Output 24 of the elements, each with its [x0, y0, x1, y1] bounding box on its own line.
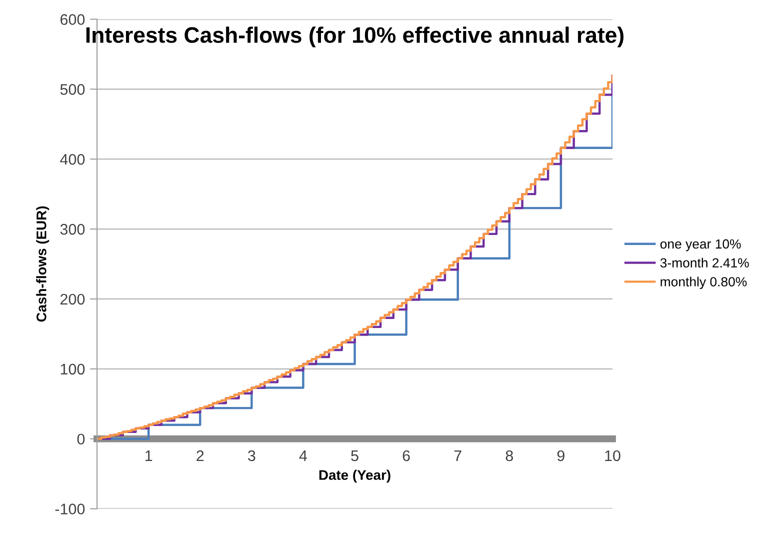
y-tick-label: 600	[60, 14, 85, 25]
chart-title: Interests Cash-flows (for 10% effective annual rate)	[86, 26, 624, 48]
y-axis-title: Cash-flows (EUR)	[36, 206, 50, 322]
x-tick-label: 5	[351, 450, 358, 462]
legend-label: monthly 0.80%	[660, 276, 747, 290]
x-tick-label: 6	[402, 450, 410, 462]
x-tick-label: 3	[248, 450, 256, 462]
y-tick-label: 0	[77, 434, 85, 445]
y-tick-label: 100	[60, 364, 85, 375]
y-tick-label: 400	[60, 154, 85, 165]
x-tick-label: 2	[196, 450, 204, 462]
x-tick-label: 4	[299, 450, 307, 462]
x-tick-label: 7	[454, 450, 462, 462]
y-tick-label: -100	[55, 504, 85, 514]
x-tick-label: 1	[145, 450, 152, 462]
legend-label: one year 10%	[660, 239, 741, 252]
x-tick-label: 9	[557, 450, 564, 462]
x-axis-title: Date (Year)	[319, 470, 390, 483]
legend-label: 3-month 2.41%	[660, 258, 749, 268]
x-tick-label: 8	[506, 450, 513, 462]
y-tick-label: 200	[60, 294, 85, 305]
y-tick-label: 500	[60, 84, 85, 95]
x-tick-label: 10	[605, 450, 620, 462]
y-tick-label: 300	[60, 224, 85, 235]
